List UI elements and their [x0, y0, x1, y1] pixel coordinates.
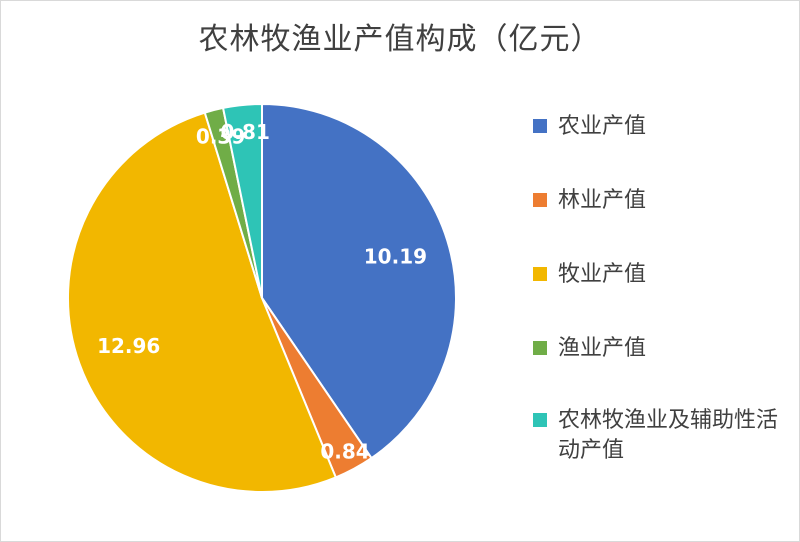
legend-swatch	[533, 193, 547, 207]
legend-label: 农业产值	[558, 114, 647, 139]
legend-item: 农林牧渔业及辅助性活动产值	[533, 406, 783, 466]
pie-slice	[221, 102, 263, 299]
legend-swatch	[533, 119, 547, 133]
legend-label: 渔业产值	[558, 336, 647, 361]
data-label: 0.39	[196, 124, 245, 148]
legend-label: 农林牧渔业及辅助性活动产值	[558, 408, 779, 463]
data-labels: 10.19 0.84 12.96 0.390.81	[97, 120, 427, 464]
legend-item: 牧业产值	[533, 260, 783, 290]
data-label: 12.96	[97, 334, 160, 358]
legend-swatch	[533, 341, 547, 355]
data-label: 0.84	[320, 440, 369, 464]
data-label: 10.19	[364, 245, 427, 269]
legend-label: 林业产值	[558, 188, 647, 213]
legend-item: 渔业产值	[533, 334, 783, 364]
pie-slices	[67, 102, 457, 493]
pie-slice	[261, 102, 457, 460]
data-label: 0.81	[221, 120, 270, 144]
legend-swatch	[533, 413, 547, 427]
legend-swatch	[533, 267, 547, 281]
pie-slice	[67, 111, 338, 493]
chart-title: 农林牧渔业产值构成（亿元）	[198, 22, 602, 57]
legend-item: 农业产值	[533, 112, 783, 142]
legend-label: 牧业产值	[558, 262, 647, 287]
legend-item: 林业产值	[533, 186, 783, 216]
